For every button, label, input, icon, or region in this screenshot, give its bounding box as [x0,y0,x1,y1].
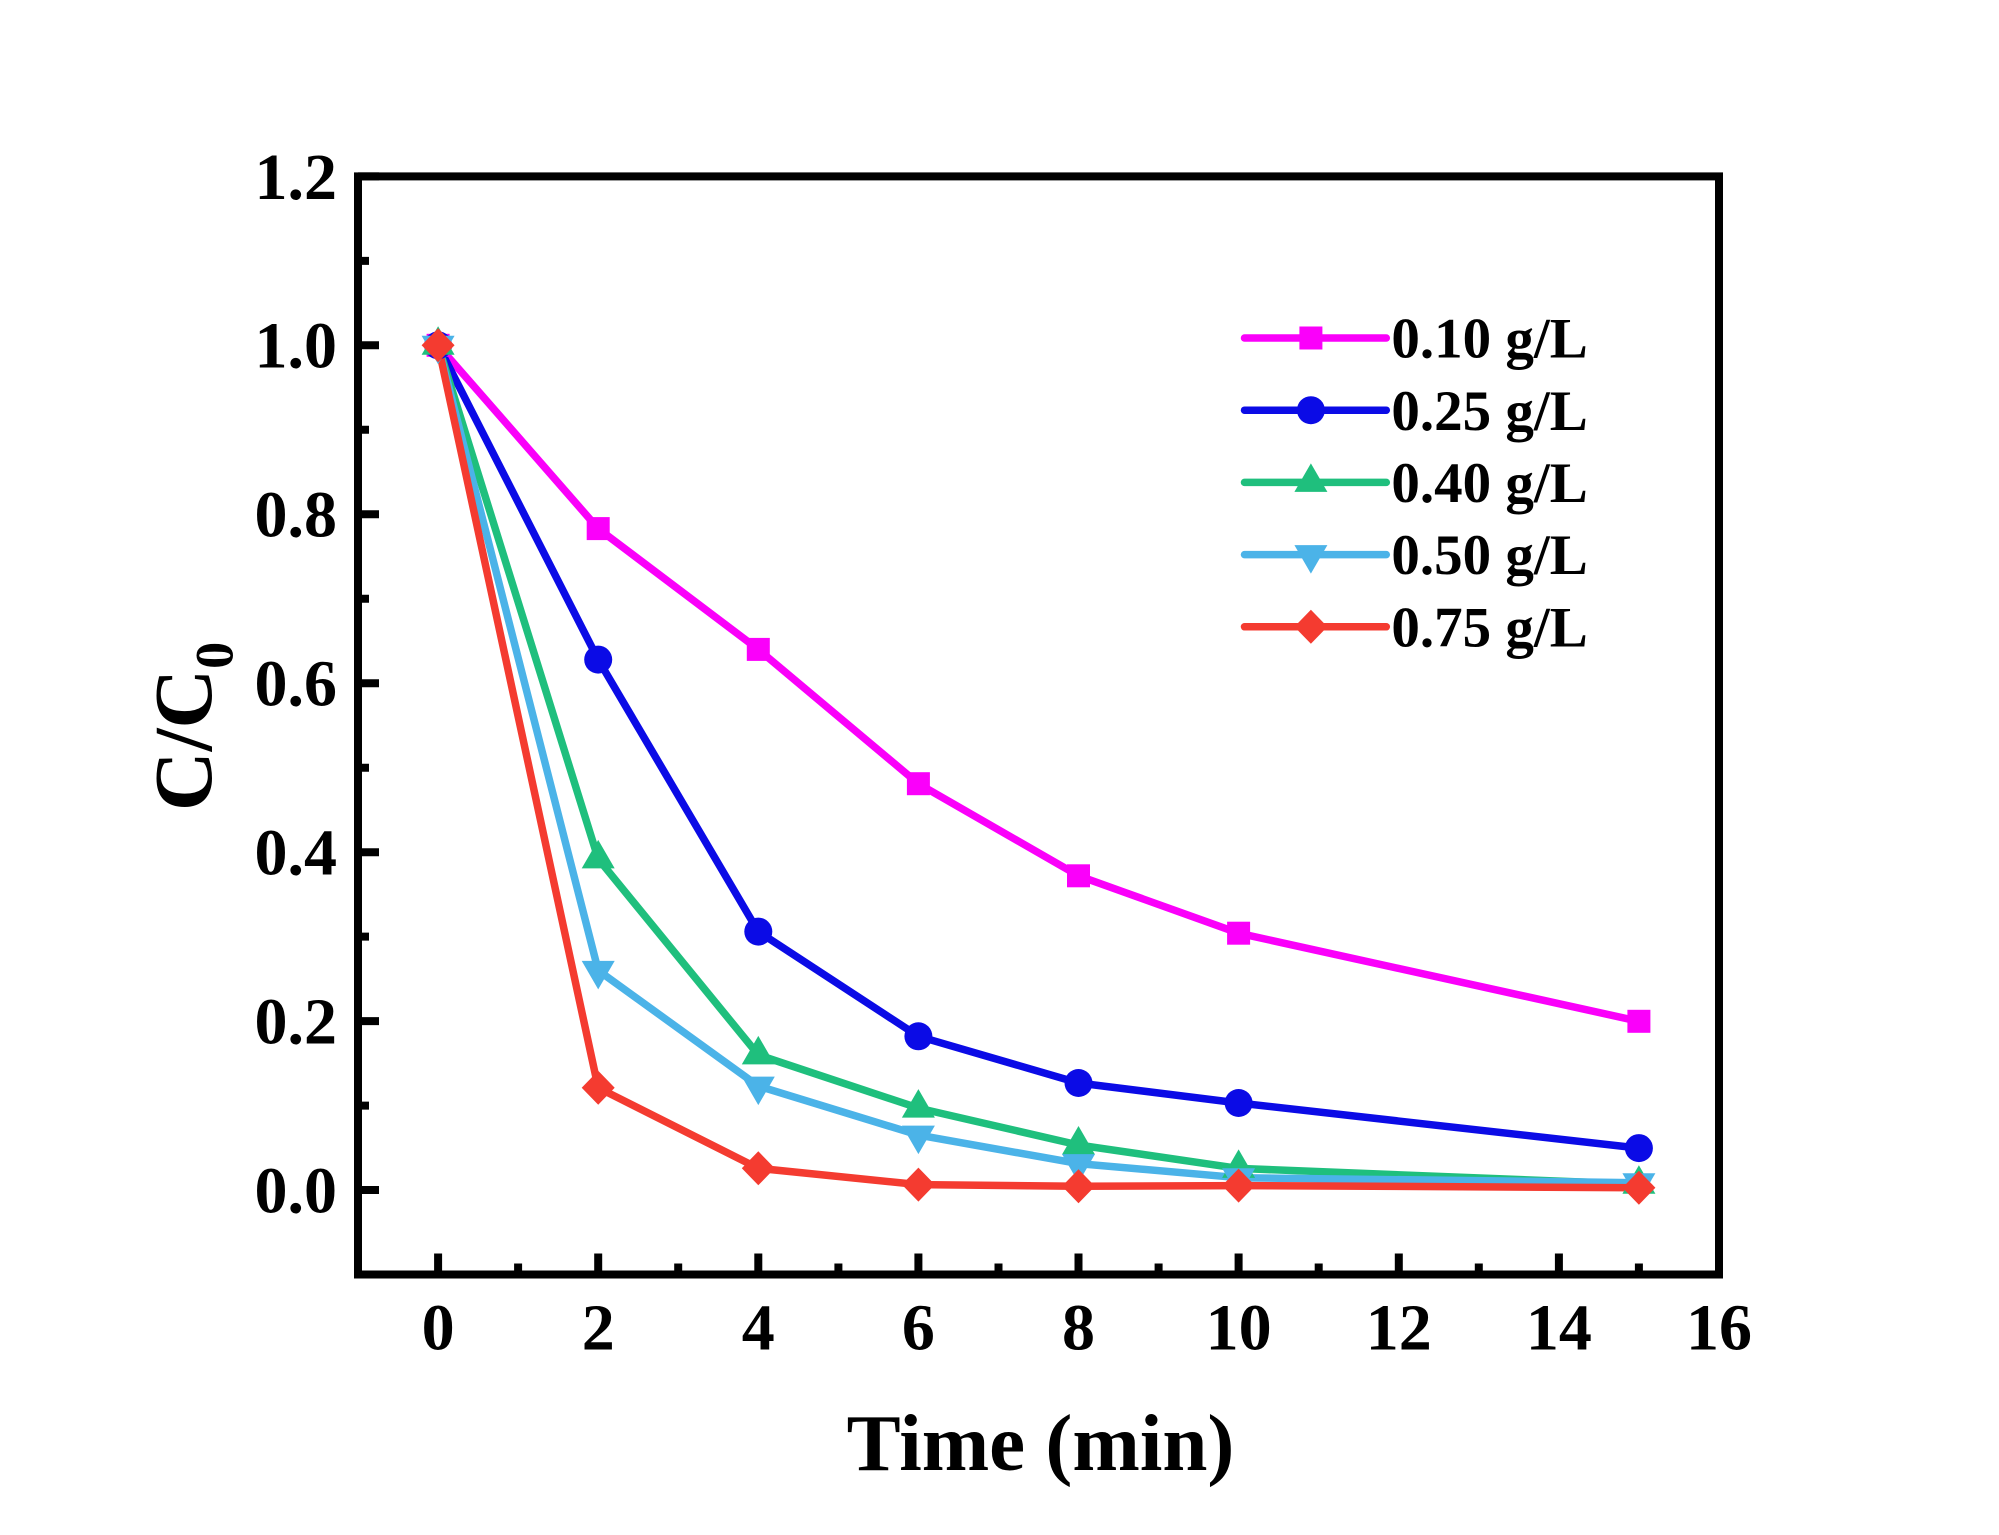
svg-text:0.6: 0.6 [255,648,338,721]
svg-text:0.8: 0.8 [255,479,338,552]
svg-text:4: 4 [742,1292,775,1365]
svg-text:Time (min): Time (min) [847,1398,1235,1488]
svg-text:10: 10 [1206,1292,1272,1365]
svg-text:16: 16 [1686,1292,1752,1365]
svg-text:0.25 g/L: 0.25 g/L [1391,380,1587,443]
svg-text:C/C0: C/C0 [137,642,245,811]
svg-text:0.2: 0.2 [255,986,338,1059]
svg-text:1.2: 1.2 [255,141,338,214]
svg-text:0.4: 0.4 [255,817,338,890]
svg-text:1.0: 1.0 [255,310,338,383]
svg-text:2: 2 [582,1292,615,1365]
svg-text:0: 0 [422,1292,455,1365]
svg-text:0.10 g/L: 0.10 g/L [1391,308,1587,371]
svg-text:6: 6 [902,1292,935,1365]
svg-text:0.50 g/L: 0.50 g/L [1391,524,1587,587]
svg-text:0.40 g/L: 0.40 g/L [1391,452,1587,515]
svg-text:8: 8 [1062,1292,1095,1365]
svg-text:14: 14 [1526,1292,1592,1365]
svg-text:0.0: 0.0 [255,1154,338,1227]
svg-text:0.75 g/L: 0.75 g/L [1391,596,1587,659]
svg-text:12: 12 [1366,1292,1432,1365]
